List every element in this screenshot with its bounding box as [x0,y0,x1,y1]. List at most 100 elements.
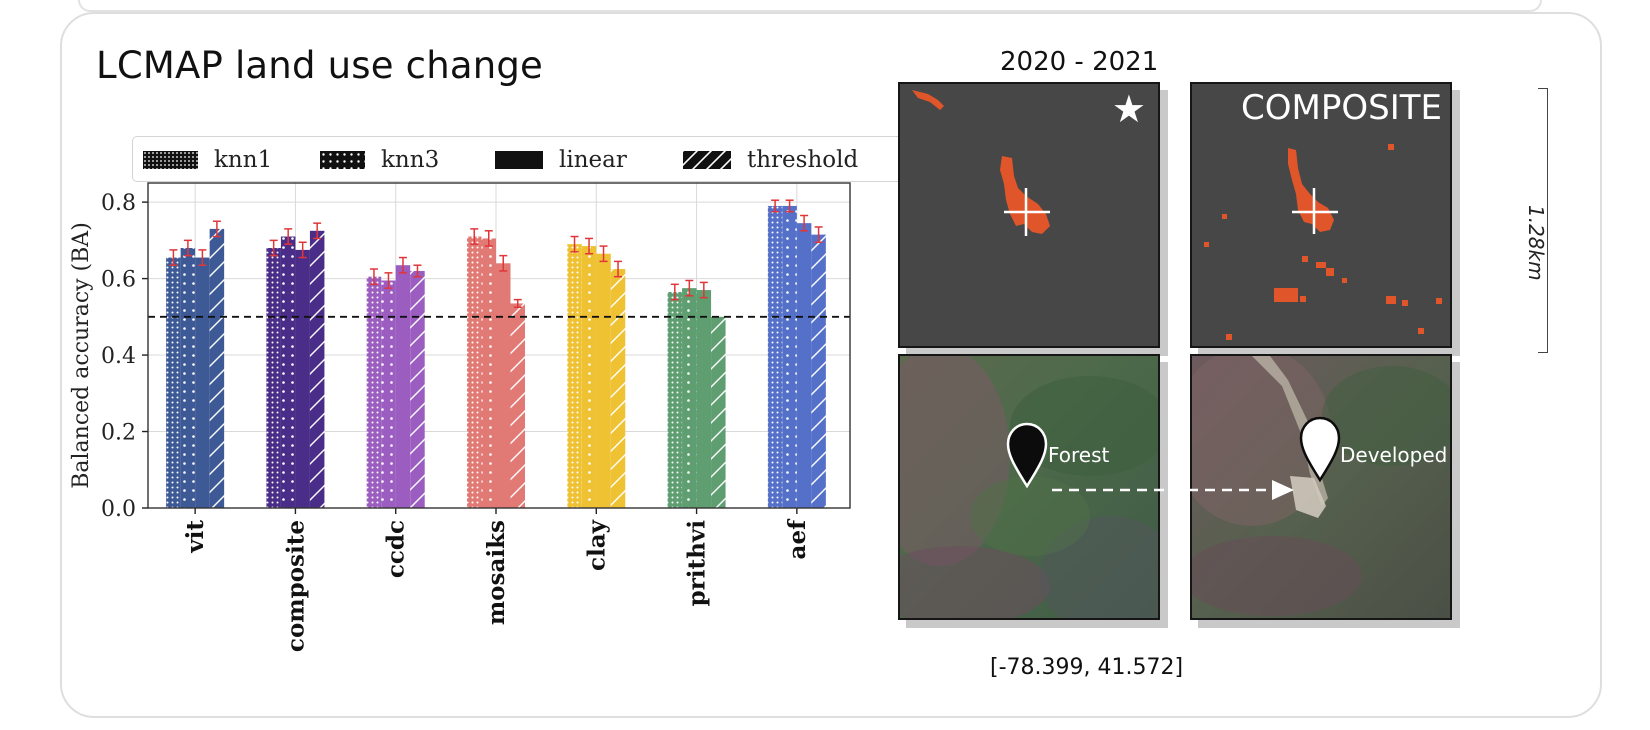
error-bar-vit-knn3 [183,239,192,257]
bar-prithvi-knn3 [682,288,697,508]
satellite-after [1192,356,1450,618]
legend-swatch-hatch [683,151,731,169]
error-bar-prithvi-knn1 [670,283,679,301]
bar-ccdc-knn3 [381,280,396,508]
error-bar-clay-knn3 [585,237,594,255]
bar-aef-knn1 [767,205,783,509]
bar-vit-linear [195,257,210,508]
star-icon: ★ [1111,87,1146,131]
error-bar-composite-threshold [313,222,322,240]
error-bar-aef-threshold [814,226,823,244]
bar-mosaiks-linear [496,263,511,508]
bar-vit-threshold [209,228,225,508]
legend-item-knn1: knn1 [143,137,272,183]
legend-swatch-sparse-dots [320,151,365,169]
bar-aef-threshold [811,234,826,508]
legend-item-linear: linear [495,137,627,183]
legend-label: linear [559,147,627,173]
bar-ccdc-knn1 [366,276,382,508]
y-tick-label: 0.2 [101,421,136,446]
scale-label: 1.28km [1524,205,1548,281]
bar-prithvi-threshold [711,316,726,508]
error-bar-clay-linear [599,245,608,263]
pin-label-forest: Forest [1048,443,1110,467]
error-bar-mosaiks-linear [499,254,508,272]
error-bar-vit-threshold [212,220,221,238]
scale-bracket [1538,88,1548,353]
bar-clay-linear [596,253,611,508]
satellite-image-before: Forest [898,354,1160,620]
error-bar-mosaiks-threshold [513,298,522,309]
period-label: 2020 - 2021 [1000,47,1159,77]
error-bar-composite-knn1 [269,239,278,257]
legend-label: knn1 [214,147,273,173]
x-tick-label-prithvi: prithvi [684,520,711,607]
satellite-before [900,356,1158,618]
chart-axes: 0.0 0.2 0.4 0.6 0.8 vit composite ccdc mosaiks cl… [69,182,851,652]
map-pin-white-icon [1299,416,1341,483]
bar-mosaiks-knn3 [481,238,496,509]
legend-swatch-dense-dots [143,151,198,169]
legend-label: knn3 [381,147,440,173]
bar-clay-threshold [610,269,626,508]
error-bar-aef-knn3 [785,199,794,213]
chart-bars [166,199,826,509]
error-bar-composite-knn3 [284,228,293,245]
error-bar-ccdc-linear [398,256,407,274]
y-tick-label: 0.6 [101,268,136,293]
crosshair-icon [1004,188,1050,236]
bar-mosaiks-threshold [510,303,525,508]
bar-aef-linear [796,223,812,508]
bar-composite-linear [295,249,310,509]
y-axis-label: Balanced accuracy (BA) [69,222,94,489]
legend-label: threshold [747,147,859,173]
x-tick-label-vit: vit [182,520,209,554]
bar-composite-threshold [309,230,325,508]
bar-aef-knn3 [782,205,797,509]
bar-clay-knn1 [567,244,582,509]
bar-vit-knn1 [166,257,181,508]
y-tick-label: 0.4 [101,344,136,369]
x-tick-label-composite: composite [282,520,309,652]
error-bar-clay-knn1 [570,235,579,253]
error-bar-aef-knn1 [771,199,780,213]
bar-ccdc-threshold [410,270,425,508]
change-map-panel: ★ [898,82,1160,348]
bar-prithvi-knn1 [667,291,683,508]
legend-swatch-solid [495,151,543,169]
composite-map-panel: COMPOSITE [1190,82,1452,348]
change-map [912,90,1050,236]
error-bar-mosaiks-knn1 [470,228,479,245]
chart-legend: knn1 knn3 linear threshold [132,136,917,182]
error-bar-aef-linear [800,214,809,232]
x-tick-label-aef: aef [784,518,811,560]
error-bar-composite-linear [298,241,307,259]
pin-label-developed: Developed [1340,443,1448,467]
y-tick-label: 0.8 [101,191,136,216]
error-bar-clay-threshold [614,260,623,278]
composite-label: COMPOSITE [1241,88,1442,128]
error-bar-ccdc-threshold [413,264,422,278]
x-tick-label-clay: clay [583,519,610,571]
error-bar-prithvi-linear [699,281,708,299]
x-tick-label-mosaiks: mosaiks [483,520,510,625]
composite-map [1204,144,1442,340]
error-bar-vit-knn1 [169,249,178,266]
bar-vit-knn3 [180,248,196,508]
bar-prithvi-linear [696,290,712,508]
plot-frame [147,182,851,509]
map-pin-black-icon [1006,422,1048,489]
bar-composite-knn3 [280,236,296,508]
y-tick-label: 0.0 [101,497,136,522]
figure-title: LCMAP land use change [96,44,544,87]
crosshair-icon [1292,188,1338,234]
bar-ccdc-linear [395,265,411,508]
legend-item-knn3: knn3 [320,137,439,183]
bar-composite-knn1 [266,248,281,508]
error-bar-mosaiks-knn3 [484,230,493,247]
bar-mosaiks-knn1 [467,236,482,508]
error-bar-ccdc-knn3 [384,272,393,289]
coordinates-label: [-78.399, 41.572] [990,655,1184,680]
x-tick-label-ccdc: ccdc [383,520,410,578]
